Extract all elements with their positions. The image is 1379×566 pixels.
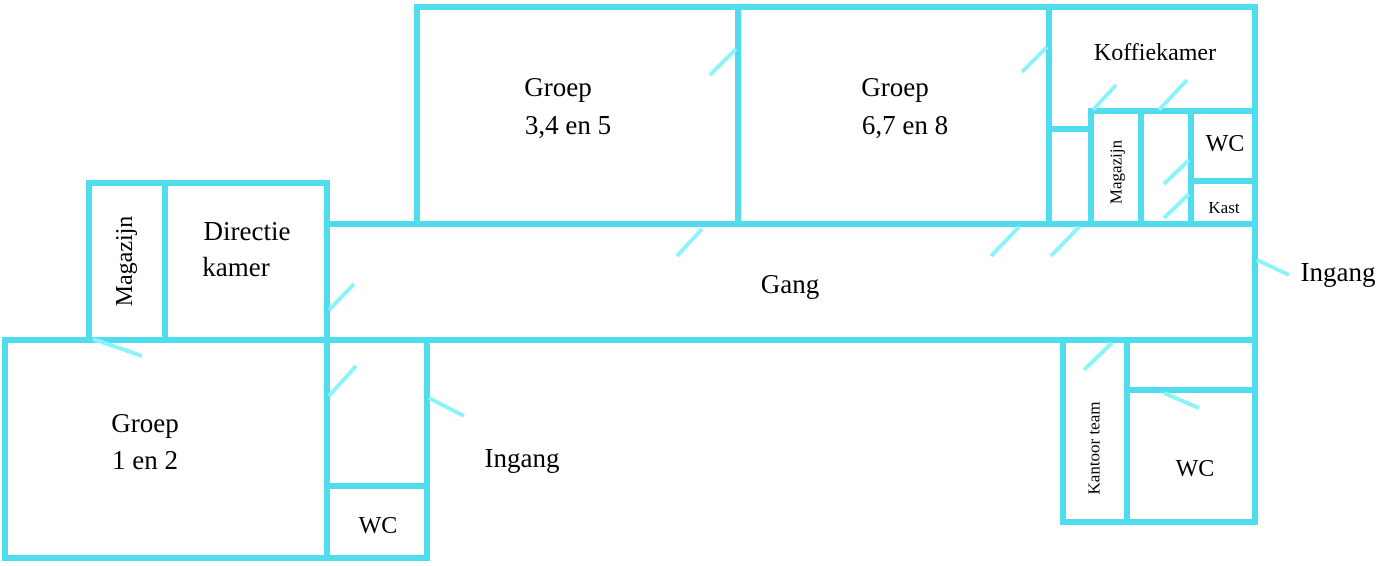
room-label-magazijn-left: Magazijn [112,216,138,307]
room-label-wc-bottom-right: WC [1176,456,1215,482]
room-label-gang: Gang [761,269,819,299]
room-label-groep-12-line2: 1 en 2 [112,445,178,475]
door-koffie-1 [1091,83,1118,112]
labels: Groep 3,4 en 5 Groep 6,7 en 8 Koffiekame… [111,40,1375,539]
doors [92,45,1290,418]
room-label-magazijn-right: Magazijn [1107,139,1126,204]
room-label-groep-12-line1: Groep [111,408,178,438]
door-entrance-bottom [428,396,465,418]
wall-bottom-left-block [2,337,430,561]
room-label-directie-line1: Directie [204,216,291,246]
door-magazijn-left [92,337,143,358]
room-label-groep-678-line1: Groep [861,72,928,102]
room-label-wc-top-right: WC [1206,131,1245,157]
door-groep-678 [1020,45,1049,74]
door-wc-bottom-right [1163,391,1200,410]
entrance-label-bottom: Ingang [485,443,560,473]
door-groep-12 [327,364,358,398]
door-wc-2 [1162,192,1191,220]
room-label-groep-345-line2: 3,4 en 5 [525,110,611,140]
room-label-wc-bottom-left: WC [359,513,398,539]
room-label-kast: Kast [1208,198,1239,217]
walls [2,4,1258,561]
door-entrance-right [1256,258,1290,277]
room-label-koffiekamer: Koffiekamer [1094,40,1216,66]
door-koffie-2 [1157,78,1189,112]
room-label-kantoor-team: Kantoor team [1085,402,1104,495]
door-directie [327,282,356,312]
door-gang-3 [1049,225,1081,258]
door-gang-2 [989,225,1021,258]
door-gang-1 [675,227,704,258]
door-groep-345 [708,47,738,77]
room-label-groep-678-line2: 6,7 en 8 [862,110,948,140]
room-label-directie-line2: kamer [202,252,269,282]
door-wc-1 [1162,158,1191,186]
room-label-groep-345-line1: Groep [524,72,591,102]
door-kantoor [1082,341,1114,372]
entrance-label-right: Ingang [1301,257,1376,287]
